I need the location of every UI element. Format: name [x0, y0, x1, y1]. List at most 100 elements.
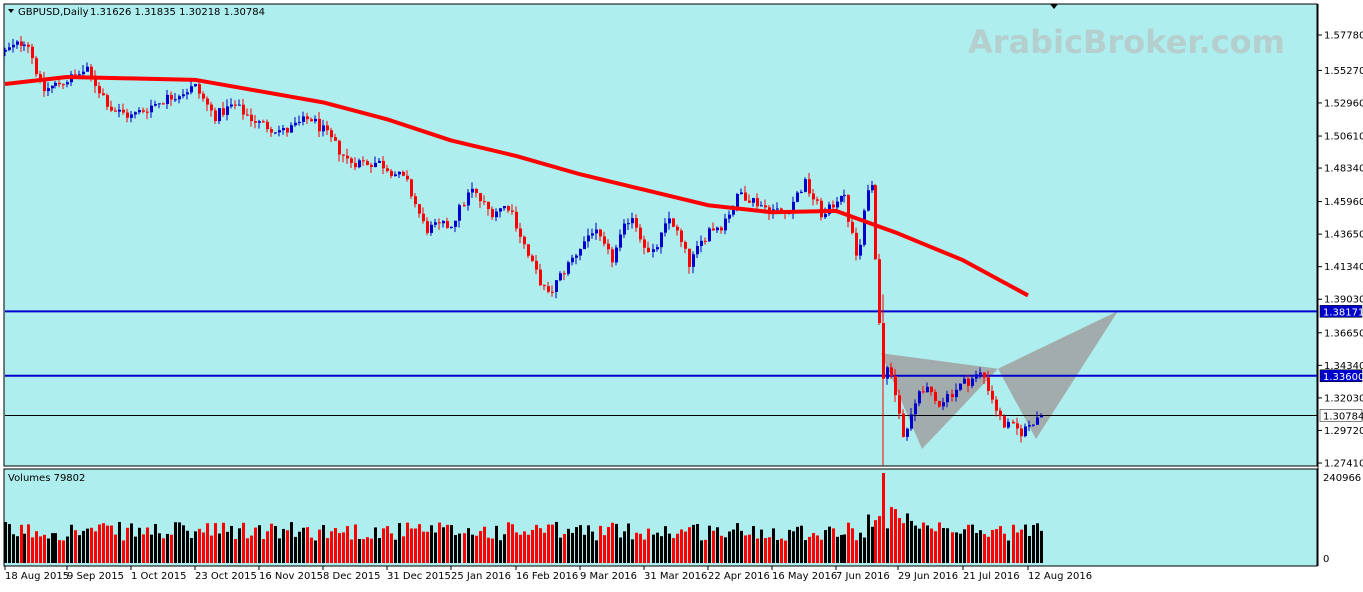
symbol-label: GBPUSD,Daily: [18, 7, 89, 18]
candle-body: [398, 171, 401, 175]
candle-body: [700, 240, 703, 246]
time-tick-label: 9 Sep 2015: [67, 571, 124, 582]
candle-body: [756, 198, 759, 207]
volume-bar: [454, 535, 457, 563]
candle-body: [158, 103, 161, 105]
volume-bar: [234, 538, 237, 563]
candle-body: [656, 247, 659, 250]
time-tick-label: 8 Dec 2015: [323, 571, 381, 582]
volume-bar: [214, 523, 217, 563]
volume-bar: [54, 533, 57, 563]
candle-body: [760, 205, 763, 207]
candle-body: [643, 239, 646, 248]
candle-body: [39, 74, 42, 79]
volume-bar: [190, 538, 193, 563]
dropdown-arrow-icon[interactable]: [8, 9, 14, 13]
candle-body: [138, 110, 141, 113]
candle-body: [971, 378, 974, 386]
candle-body: [859, 244, 862, 256]
volume-bar: [531, 530, 534, 563]
candle-body: [847, 195, 850, 222]
volume-bar: [471, 534, 474, 563]
candle-body: [322, 125, 325, 132]
volume-bar: [882, 473, 885, 563]
price-badge-label: 1.38171: [1323, 307, 1363, 318]
candle-body: [515, 211, 518, 229]
candle-body: [31, 46, 34, 59]
volume-bar: [863, 537, 866, 563]
volume-bar: [652, 534, 655, 563]
candle-body: [708, 228, 711, 242]
volume-bar: [62, 540, 65, 563]
candle-body: [796, 192, 799, 202]
price-tick-label: 1.29720: [1324, 426, 1363, 437]
candle-body: [430, 224, 433, 233]
volume-bar: [539, 528, 542, 563]
volume-bar: [318, 529, 321, 563]
candle-body: [422, 213, 425, 222]
price-badge: [1319, 305, 1363, 318]
candle-body: [874, 185, 877, 260]
volume-bar: [314, 540, 317, 563]
volume-bar: [515, 532, 518, 563]
volume-bar: [599, 525, 602, 563]
volume-bar: [692, 524, 695, 563]
candle-body: [647, 247, 650, 253]
volume-bar: [102, 523, 105, 563]
volume-bar: [808, 536, 811, 563]
volume-bar: [918, 528, 921, 563]
candle-body: [599, 229, 602, 237]
candle-body: [130, 114, 133, 118]
volume-bar: [370, 538, 373, 563]
candle-body: [102, 93, 105, 96]
candle-body: [262, 121, 265, 123]
candle-body: [442, 221, 445, 224]
price-tick-label: 1.55270: [1324, 66, 1363, 77]
candle-body: [90, 66, 93, 76]
candle-body: [254, 121, 257, 123]
volume-bar: [326, 538, 329, 563]
volume-bar: [206, 523, 209, 563]
candle-body: [154, 103, 157, 106]
candle-body: [182, 94, 185, 97]
volume-bar: [603, 535, 606, 563]
volume-bar: [442, 527, 445, 563]
candle-body: [258, 121, 261, 123]
volume-bar: [386, 526, 389, 563]
candle-body: [467, 192, 470, 206]
volume-bar: [414, 528, 417, 563]
shift-marker-icon[interactable]: [1050, 4, 1058, 9]
volume-bar: [523, 531, 526, 563]
volume-bar: [922, 522, 925, 563]
candle-body: [607, 243, 610, 250]
volume-bar: [615, 523, 618, 563]
candle-body: [951, 394, 954, 398]
candle-body: [676, 226, 679, 231]
candle-body: [555, 280, 558, 292]
volume-bar: [788, 529, 791, 563]
candle-body: [684, 241, 687, 249]
moving-average-line[interactable]: [4, 74, 1029, 298]
candle-body: [664, 223, 667, 233]
volume-bar: [555, 521, 558, 563]
candle-body: [210, 104, 213, 111]
volume-bar: [20, 524, 23, 563]
candle-body: [54, 82, 57, 86]
volume-bar: [688, 527, 691, 563]
volume-bar: [446, 524, 449, 563]
volume-bar: [358, 539, 361, 563]
time-tick-label: 16 May 2016: [772, 571, 837, 582]
volume-bar: [836, 536, 839, 563]
candle-body: [926, 386, 929, 393]
candle-body: [744, 192, 747, 201]
volume-bar: [342, 532, 345, 563]
volume-bar: [635, 532, 638, 563]
candle-body: [938, 400, 941, 407]
volume-label: Volumes 79802: [8, 473, 85, 484]
candle-body: [551, 291, 554, 293]
candle-body: [471, 188, 474, 193]
candle-body: [776, 208, 779, 210]
volume-bar: [410, 528, 413, 563]
candle-body: [310, 119, 313, 122]
candle-body: [226, 106, 229, 115]
